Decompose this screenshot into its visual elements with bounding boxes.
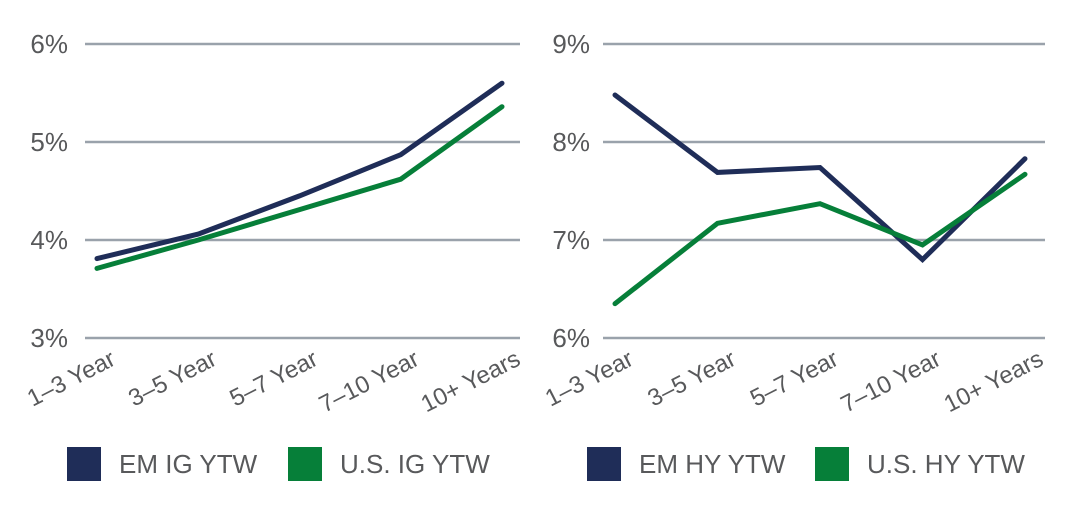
x-tick-label: 3–5 Year [124,345,221,412]
legend-label-us-ig-ytw: U.S. IG YTW [340,449,490,479]
legend-item-em-hy-ytw: EM HY YTW [587,447,785,481]
em-hy-ytw-line [612,92,1028,264]
legend-label-us-hy-ytw: U.S. HY YTW [867,449,1025,479]
x-tick-label: 1–3 Year [541,345,638,412]
y-tick-label: 3% [30,323,68,353]
y-tick-label: 9% [552,29,590,59]
x-tick-label: 10+ Years [417,345,525,418]
y-tick-label: 5% [30,127,68,157]
y-tick-label: 4% [30,225,68,255]
legend-label-em-hy-ytw: EM HY YTW [639,449,786,479]
x-tick-label: 10+ Years [940,345,1048,418]
x-tick-label: 1–3 Year [23,345,120,412]
x-tick-label: 7–10 Year [315,345,424,418]
u-s-ig-ytw-line [94,104,505,271]
x-tick-label: 5–7 Year [746,345,843,412]
legend-swatch-em-ig-ytw [67,447,101,481]
legend-item-em-ig-ytw: EM IG YTW [67,447,257,481]
x-tick-label: 3–5 Year [644,345,741,412]
legend-swatch-us-hy-ytw [815,447,849,481]
y-tick-label: 6% [552,323,590,353]
x-tick-label: 5–7 Year [226,345,323,412]
legend-label-em-ig-ytw: EM IG YTW [119,449,258,479]
em-ig-ytw-line [94,80,505,262]
y-tick-label: 7% [552,225,590,255]
x-tick-label: 7–10 Year [837,345,946,418]
legend-item-us-hy-ytw: U.S. HY YTW [815,447,1025,481]
y-tick-label: 8% [552,127,590,157]
legend-swatch-us-ig-ytw [288,447,322,481]
legend-item-us-ig-ytw: U.S. IG YTW [288,447,490,481]
y-tick-label: 6% [30,29,68,59]
u-s-hy-ytw-line [612,171,1028,307]
legend-row: EM IG YTW U.S. IG YTW EM HY YTW U.S. HY … [0,447,1076,483]
legend-swatch-em-hy-ytw [587,447,621,481]
